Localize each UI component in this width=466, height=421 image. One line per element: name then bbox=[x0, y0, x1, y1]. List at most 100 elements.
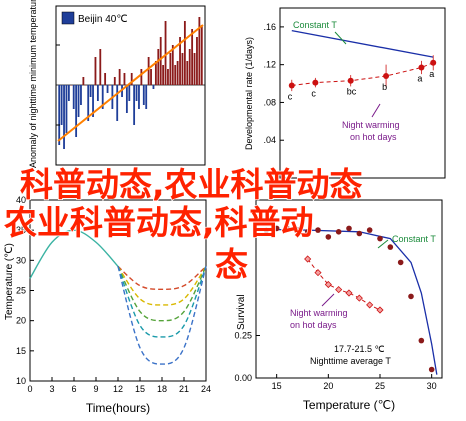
constant-t-point bbox=[325, 234, 332, 240]
anomaly-bar bbox=[77, 85, 80, 117]
anomaly-bar bbox=[150, 69, 152, 85]
anomaly-bar bbox=[118, 69, 121, 85]
y-axis-label: Survival bbox=[236, 294, 247, 330]
x-tick-label: 18 bbox=[157, 384, 167, 394]
anomaly-bar bbox=[67, 85, 70, 101]
x-tick-label: 6 bbox=[71, 384, 76, 394]
annotation-arrow bbox=[321, 293, 335, 307]
anomaly-bar bbox=[186, 61, 189, 85]
anomaly-bar bbox=[164, 21, 167, 85]
significance-letter: c bbox=[311, 89, 316, 99]
anomaly-bar bbox=[140, 69, 143, 85]
anomaly-bar bbox=[171, 45, 174, 85]
rate-point bbox=[347, 77, 354, 84]
panel-bottom-right-survival: 15 20 25 30 0.00 0.25 Constant T Night warming o… bbox=[234, 199, 443, 412]
night-warming-point bbox=[366, 301, 374, 309]
anomaly-bar bbox=[157, 49, 160, 85]
watermark-line-2: 农业科普动态,科普动 bbox=[4, 203, 314, 242]
y-tick-label: 35 bbox=[16, 225, 26, 235]
panel-top-right-developmental-rate: 0 .04 .08 .12 .16 c c bc b a a Constant T Night warm… bbox=[244, 7, 446, 183]
constant-t-line bbox=[291, 30, 434, 58]
constant-t-point bbox=[294, 227, 301, 233]
anomaly-bar bbox=[191, 29, 194, 85]
panel-bottom-left-temperature-time: 0 3 6 9 12 15 18 21 24 10 15 20 25 30 35 40 Time(hours) T… bbox=[4, 195, 211, 415]
legend-swatch bbox=[61, 11, 75, 25]
constant-t-point bbox=[304, 229, 311, 235]
y-axis-label: Anomaly of nighttime minimum temperature… bbox=[28, 0, 38, 168]
anomaly-bar bbox=[94, 57, 97, 85]
annotation-night-warming: Night warming bbox=[342, 120, 400, 130]
anomaly-bar bbox=[154, 61, 157, 85]
anomaly-bar bbox=[159, 37, 162, 85]
y-tick-label: 30 bbox=[16, 255, 26, 265]
anomaly-bar bbox=[106, 85, 109, 93]
y-tick-label: 0.00 bbox=[234, 373, 252, 383]
anomaly-bar bbox=[135, 85, 138, 101]
anomaly-bar bbox=[116, 85, 119, 121]
anomaly-bar bbox=[145, 85, 148, 109]
anomaly-bar bbox=[142, 85, 145, 105]
rate-point bbox=[418, 64, 425, 71]
anomaly-bar bbox=[123, 73, 126, 85]
y-tick-label: 10 bbox=[16, 376, 26, 386]
x-axis-label: Temperature (℃) bbox=[303, 398, 395, 412]
anomaly-bar bbox=[138, 85, 140, 109]
night-warming-curve bbox=[117, 266, 207, 365]
annotation-constant-t: Constant T bbox=[392, 234, 436, 244]
anomaly-bar bbox=[169, 53, 172, 85]
anomaly-bar bbox=[128, 85, 131, 101]
anomaly-bar bbox=[72, 85, 75, 109]
x-tick-label: 25 bbox=[375, 381, 385, 391]
night-warming-point bbox=[304, 255, 312, 263]
anomaly-bar bbox=[125, 85, 128, 113]
x-tick-label: 21 bbox=[179, 384, 189, 394]
annotation-temperature-range: 17.7-21.5 ℃ bbox=[334, 344, 385, 354]
night-warming-curve bbox=[117, 265, 207, 306]
anomaly-bar bbox=[84, 85, 87, 86]
annotation-nighttime-average: Nighttime average T bbox=[310, 356, 391, 366]
plot-frame bbox=[279, 7, 446, 179]
constant-t-point bbox=[356, 230, 363, 237]
night-warming-point bbox=[345, 289, 353, 297]
anomaly-bar bbox=[188, 49, 191, 85]
rate-point bbox=[312, 79, 319, 86]
anomaly-bar bbox=[198, 17, 201, 85]
x-tick-label: 24 bbox=[201, 384, 211, 394]
night-warming-point bbox=[355, 294, 363, 302]
x-tick-label: 3 bbox=[49, 384, 54, 394]
anomaly-bar bbox=[179, 37, 181, 85]
anomaly-bar bbox=[92, 85, 94, 117]
anomaly-bar bbox=[174, 65, 177, 85]
constant-t-point bbox=[428, 366, 435, 373]
annotation-arrow bbox=[371, 103, 381, 118]
annotation-constant-t: Constant T bbox=[293, 20, 337, 30]
night-warming-curve bbox=[117, 266, 207, 322]
anomaly-bar bbox=[183, 21, 186, 85]
anomaly-bar bbox=[167, 69, 169, 85]
x-tick-label: 15 bbox=[272, 381, 282, 391]
significance-letter: c bbox=[288, 91, 293, 101]
annotation-night-warming-2: on hot days bbox=[350, 132, 397, 142]
y-tick-label: 15 bbox=[16, 346, 26, 356]
anomaly-bar bbox=[113, 77, 116, 85]
night-warming-curve bbox=[117, 265, 207, 290]
annotation-arrow bbox=[334, 31, 347, 45]
y-tick-label: 25 bbox=[16, 286, 26, 296]
x-tick-label: 15 bbox=[135, 384, 145, 394]
anomaly-bar bbox=[181, 53, 184, 85]
night-warming-curve bbox=[117, 266, 207, 338]
constant-t-point bbox=[335, 229, 342, 235]
y-tick-label: 40 bbox=[16, 195, 26, 205]
x-tick-label: 12 bbox=[113, 384, 123, 394]
constant-t-point bbox=[408, 293, 414, 300]
anomaly-bar bbox=[104, 73, 107, 85]
x-axis-label: Time(hours) bbox=[86, 401, 150, 415]
legend-label: Beijin 40℃ bbox=[78, 14, 128, 25]
anomaly-bar bbox=[101, 85, 104, 109]
significance-letter: a bbox=[417, 74, 422, 84]
significance-letter: a bbox=[429, 69, 434, 79]
y-tick-label: 0 bbox=[271, 173, 276, 183]
rate-point bbox=[430, 59, 437, 66]
anomaly-bar bbox=[58, 85, 61, 145]
